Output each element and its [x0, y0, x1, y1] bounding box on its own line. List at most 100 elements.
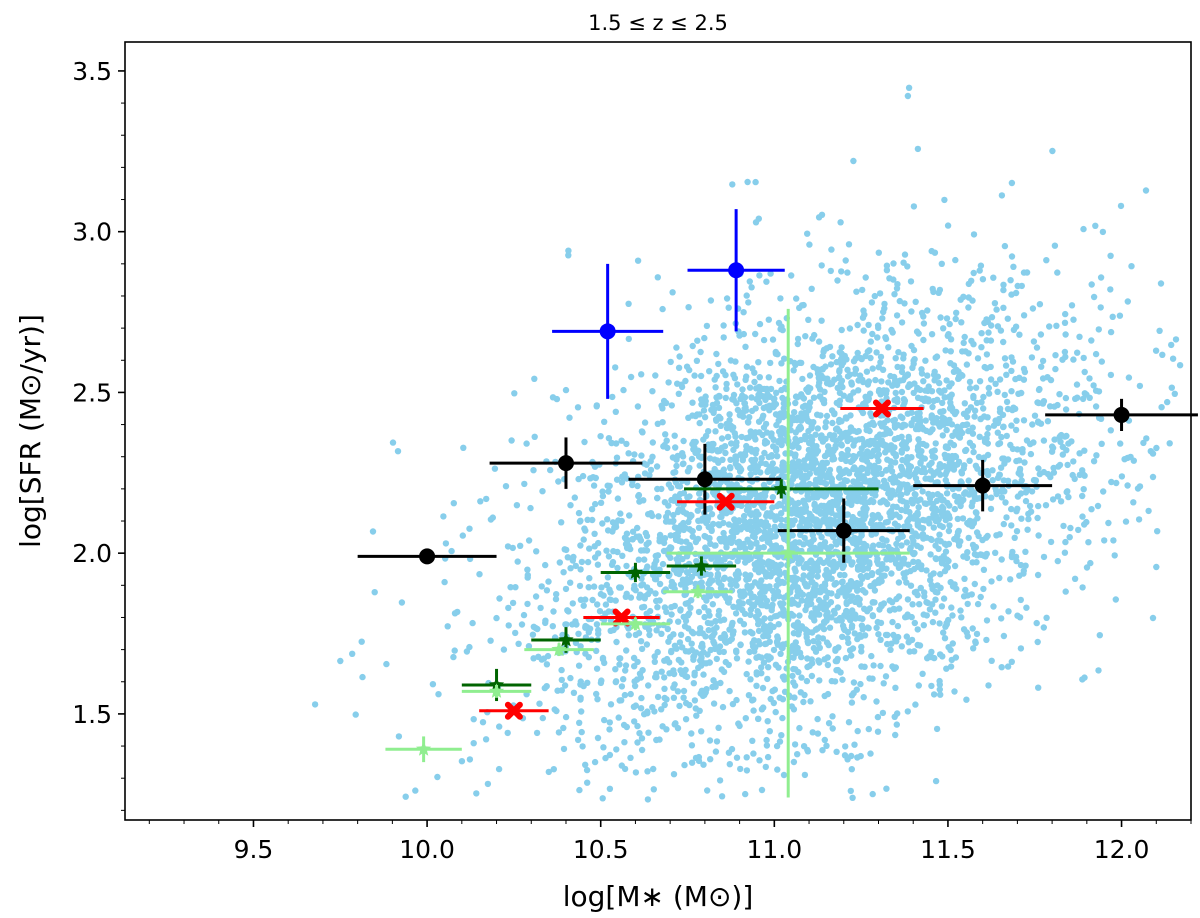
cloud-point [841, 588, 849, 595]
cloud-point [929, 453, 936, 460]
cloud-point [693, 558, 700, 565]
cloud-point [661, 694, 668, 702]
cloud-point [651, 658, 658, 665]
cloud-point [903, 445, 910, 452]
cloud-point [983, 636, 990, 644]
cloud-point [531, 433, 538, 440]
cloud-point [964, 549, 971, 556]
cloud-point [755, 561, 762, 568]
cloud-point [937, 538, 944, 545]
cloud-point [591, 554, 599, 561]
cloud-point [745, 299, 752, 306]
cloud-point [1030, 338, 1038, 345]
cloud-point [654, 693, 662, 701]
cloud-point [658, 536, 666, 544]
cloud-point [927, 467, 934, 474]
cloud-point [1035, 532, 1042, 539]
cloud-point [767, 270, 774, 277]
cloud-point [649, 388, 656, 395]
cloud-point [1112, 596, 1120, 603]
cloud-point [914, 509, 921, 516]
cloud-point [766, 728, 773, 735]
cloud-point [703, 322, 711, 330]
cloud-point [675, 364, 683, 371]
cloud-point [874, 713, 882, 721]
cloud-point [940, 325, 947, 332]
cloud-point [931, 510, 938, 517]
cloud-point [857, 557, 864, 564]
cloud-point [936, 387, 943, 394]
cloud-point [976, 378, 984, 385]
cloud-point [806, 404, 813, 411]
cloud-point [792, 399, 799, 407]
cloud-point [775, 621, 782, 628]
cloud-point [1037, 331, 1045, 338]
cloud-point [715, 521, 722, 528]
cloud-point [615, 714, 622, 721]
cloud-point [743, 442, 750, 450]
cloud-point [662, 399, 670, 407]
cloud-point [661, 701, 668, 709]
cloud-point [997, 464, 1005, 471]
cloud-point [701, 532, 708, 540]
cloud-point [830, 447, 837, 455]
cloud-point [441, 578, 448, 586]
cloud-point [597, 679, 605, 687]
cloud-point [531, 375, 538, 382]
cloud-point [577, 566, 584, 573]
cloud-point [756, 429, 763, 436]
cloud-point [676, 483, 684, 490]
x-axis-ticks: 9.5 10.0 10.5 11.0 11.5 12.0 [148, 820, 1192, 864]
cloud-point [616, 661, 623, 668]
cloud-point [826, 431, 834, 439]
cloud-point [1032, 477, 1040, 484]
cloud-point [892, 389, 899, 397]
cloud-point [738, 433, 745, 441]
cloud-point [730, 628, 737, 635]
data-point-marker [872, 399, 891, 418]
cloud-point [866, 675, 873, 682]
cloud-point [778, 386, 785, 394]
cloud-point [706, 368, 713, 375]
cloud-point [946, 395, 954, 402]
cloud-point [883, 481, 890, 488]
cloud-point [803, 677, 811, 685]
cloud-point [809, 729, 816, 736]
cloud-point [733, 400, 740, 407]
cloud-point [885, 344, 892, 351]
cloud-point [769, 570, 776, 577]
cloud-point [810, 644, 818, 652]
cloud-point [625, 450, 632, 457]
cloud-point [741, 450, 748, 457]
cloud-point [1116, 312, 1124, 319]
cloud-point [712, 428, 719, 435]
cloud-point [704, 505, 712, 513]
cloud-point [943, 315, 951, 322]
cloud-point [818, 262, 825, 269]
cloud-point [713, 655, 720, 663]
cloud-point [668, 647, 675, 655]
cloud-point [845, 582, 852, 589]
cloud-point [605, 488, 612, 495]
cloud-point [584, 558, 592, 566]
cloud-point [828, 590, 835, 597]
data-point-marker [557, 455, 574, 472]
cloud-point [822, 492, 830, 499]
cloud-point [718, 793, 726, 800]
cloud-point [874, 618, 881, 626]
cloud-point [1064, 461, 1071, 469]
cloud-point [799, 403, 807, 411]
cloud-point [440, 513, 447, 520]
cloud-point [794, 438, 801, 446]
cloud-point [1033, 619, 1040, 627]
cloud-point [934, 419, 942, 426]
cloud-point [718, 557, 725, 565]
cloud-point [939, 503, 946, 511]
cloud-point [1023, 437, 1031, 444]
cloud-point [781, 676, 788, 683]
cloud-point [848, 381, 855, 388]
cloud-point [603, 581, 610, 589]
cloud-point [589, 474, 597, 481]
cloud-point [944, 564, 951, 571]
cloud-point [689, 399, 696, 406]
